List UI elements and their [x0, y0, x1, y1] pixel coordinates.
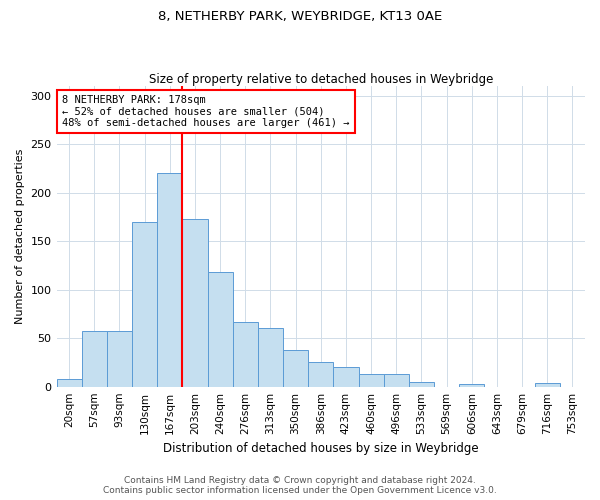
Bar: [409, 382, 434, 386]
Text: 8, NETHERBY PARK, WEYBRIDGE, KT13 0AE: 8, NETHERBY PARK, WEYBRIDGE, KT13 0AE: [158, 10, 442, 23]
Bar: [132, 222, 157, 386]
Bar: [107, 332, 132, 386]
Bar: [383, 374, 409, 386]
Bar: [82, 332, 107, 386]
Title: Size of property relative to detached houses in Weybridge: Size of property relative to detached ho…: [149, 73, 493, 86]
Bar: [359, 374, 383, 386]
X-axis label: Distribution of detached houses by size in Weybridge: Distribution of detached houses by size …: [163, 442, 479, 455]
Bar: [208, 272, 233, 386]
Bar: [233, 322, 258, 386]
Text: 8 NETHERBY PARK: 178sqm
← 52% of detached houses are smaller (504)
48% of semi-d: 8 NETHERBY PARK: 178sqm ← 52% of detache…: [62, 95, 349, 128]
Y-axis label: Number of detached properties: Number of detached properties: [15, 148, 25, 324]
Bar: [308, 362, 334, 386]
Bar: [56, 379, 82, 386]
Bar: [334, 368, 359, 386]
Bar: [459, 384, 484, 386]
Bar: [157, 174, 182, 386]
Bar: [535, 383, 560, 386]
Bar: [182, 219, 208, 386]
Bar: [258, 328, 283, 386]
Bar: [283, 350, 308, 387]
Text: Contains HM Land Registry data © Crown copyright and database right 2024.
Contai: Contains HM Land Registry data © Crown c…: [103, 476, 497, 495]
